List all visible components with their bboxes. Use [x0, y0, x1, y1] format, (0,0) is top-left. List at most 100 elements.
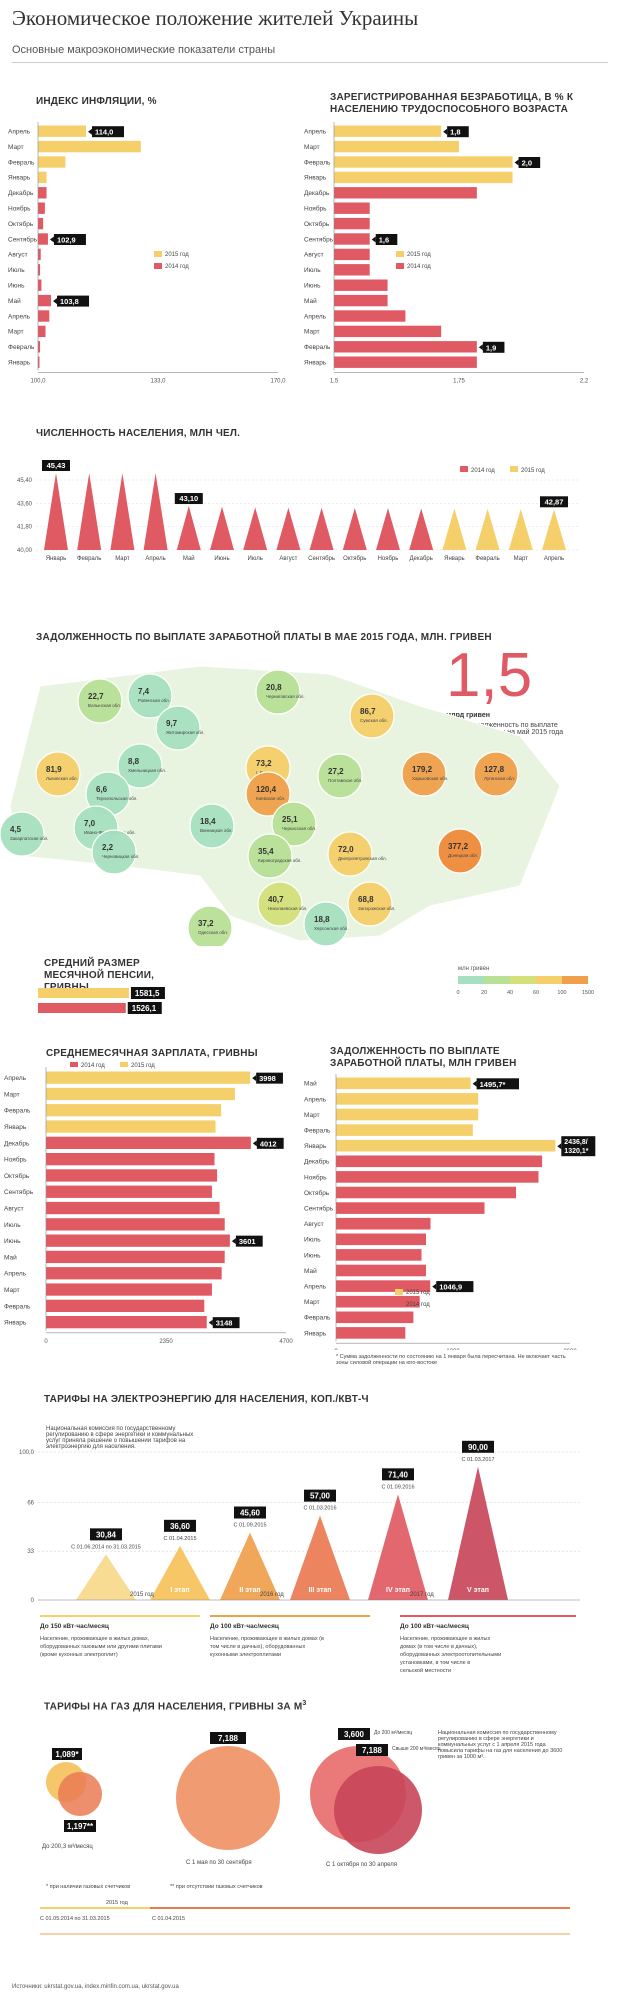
bar	[336, 1171, 539, 1183]
tariff-bar	[220, 1532, 280, 1600]
region-value: 8,8	[128, 757, 140, 766]
bar	[38, 187, 47, 199]
bar	[334, 140, 459, 153]
region-value: 27,2	[328, 767, 344, 776]
callout-label: 3,600	[344, 1730, 365, 1739]
bar	[334, 294, 388, 307]
legend-swatch	[120, 1062, 128, 1067]
bar-category-label: Февраль	[8, 159, 35, 166]
map-title: ЗАДОЛЖЕННОСТЬ ПО ВЫПЛАТЕ ЗАРАБОТНОЙ ПЛАТ…	[36, 632, 492, 643]
bar	[46, 1234, 230, 1247]
year-label: 2015 год	[130, 1592, 154, 1598]
gas-circle	[334, 1766, 422, 1854]
callout-label: 1,9	[486, 343, 496, 352]
callout-box	[382, 1468, 414, 1481]
bar	[336, 1077, 471, 1090]
map-region	[155, 705, 201, 751]
bar-category-label: Январь	[8, 360, 31, 367]
tier-label: До 100 кВт·час/месяц	[210, 1623, 279, 1630]
tick-label: 133,0	[150, 378, 166, 384]
callout-box	[90, 1528, 122, 1541]
bar-category-label: Февраль	[8, 344, 35, 351]
stage-label: III этап	[308, 1587, 331, 1594]
bar-category-label: Ноябрь	[378, 556, 399, 562]
bar	[336, 1311, 414, 1324]
bar-category-label: Январь	[304, 360, 327, 367]
map-legend: 0 20 40 60 100 1500	[456, 976, 594, 996]
bar-category-label: Июнь	[304, 283, 321, 290]
legend-swatch	[395, 1301, 403, 1307]
callout-box	[57, 295, 90, 307]
tick-label: 100,0	[30, 378, 46, 384]
region-name: Черниговская обл.	[266, 694, 305, 699]
bar	[38, 171, 47, 184]
bar-category-label: Август	[8, 252, 28, 259]
region-name: Сумская обл.	[360, 718, 388, 723]
tick-label: 66	[27, 1500, 34, 1506]
gas-title: ТАРИФЫ НА ГАЗ ДЛЯ НАСЕЛЕНИЯ, ГРИВНЫ ЗА М…	[44, 1700, 307, 1713]
tier-text: оборудованных электроотопительными	[400, 1652, 501, 1658]
callout-pointer	[472, 1080, 477, 1087]
tick-label: 1,5	[330, 378, 339, 384]
bar-category-label: Май	[183, 555, 195, 562]
region-name: Тернопольская обл.	[96, 796, 138, 801]
tick-label: 2600	[563, 1349, 577, 1350]
bar-category-label: Октябрь	[304, 1189, 330, 1197]
gas-footnote: * при наличии газовых счетчиков	[46, 1884, 130, 1890]
bar	[334, 248, 370, 261]
map-region	[473, 751, 519, 797]
callout-pointer	[53, 298, 58, 305]
bar	[38, 248, 41, 261]
map-region	[257, 881, 303, 927]
bar-category-label: Июнь	[4, 1238, 21, 1245]
callout-label: 1526,1	[132, 1004, 157, 1013]
tick-label: 100	[557, 990, 566, 996]
callout-box	[42, 459, 70, 471]
legend-label: 2014 год	[471, 468, 495, 474]
gas-circle	[176, 1746, 280, 1850]
bar	[38, 217, 44, 230]
callout-label: 1,089*	[55, 1750, 79, 1759]
period-label: 2015 год	[106, 1900, 129, 1906]
bar	[336, 1186, 516, 1199]
bar-category-label: Май	[304, 1267, 317, 1275]
bar	[334, 125, 442, 137]
salary-chart: Апрель Март Февраль Январь Декабрь Ноябрь Октя…	[4, 1062, 293, 1345]
callout-label: 1046,9	[439, 1283, 462, 1292]
bar	[336, 1327, 406, 1339]
callout-label: 102,9	[57, 236, 76, 245]
region-name: Ровенская обл.	[138, 698, 170, 703]
bar	[336, 1264, 426, 1277]
bar-category-label: Март	[304, 144, 320, 151]
callout-box	[234, 1506, 266, 1519]
map-region	[401, 751, 447, 797]
legend-swatch	[70, 1062, 78, 1067]
population-bar	[542, 509, 566, 550]
callout-label: 3998	[259, 1074, 276, 1083]
region-name: Черкасская обл.	[282, 826, 316, 831]
date-label: С 01.09.2016	[381, 1484, 414, 1490]
bar	[334, 264, 370, 276]
bar	[46, 1201, 220, 1215]
callout-label: 2436,8/	[564, 1139, 587, 1146]
tick-label: 100,0	[19, 1450, 35, 1456]
tier-text: Население, проживающее в жилых домах (в	[210, 1636, 324, 1642]
arrears-chart: Май Апрель Март Февраль Январь Декабрь Ноябрь О…	[304, 1074, 596, 1350]
bar-category-label: Июнь	[304, 1252, 321, 1259]
callout-label: 1320,1*	[564, 1148, 588, 1155]
population-bar	[309, 507, 334, 550]
region-name: Николаевская обл.	[268, 906, 307, 911]
gas-note: До 200,3 м³/месяц	[42, 1844, 93, 1850]
tick-label: 1,75	[453, 378, 465, 384]
population-bar	[110, 473, 135, 550]
legend-swatch	[396, 263, 404, 269]
region-value: 4,5	[10, 825, 22, 834]
region-value: 86,7	[360, 707, 376, 716]
bar-category-label: Апрель	[8, 313, 31, 320]
legend-swatch	[510, 976, 536, 984]
bar	[38, 156, 66, 168]
bar	[336, 1155, 543, 1168]
callout-label: 71,40	[388, 1470, 409, 1479]
map-region	[317, 753, 363, 799]
inflation-title: ИНДЕКС ИНФЛЯЦИИ, %	[36, 96, 157, 107]
